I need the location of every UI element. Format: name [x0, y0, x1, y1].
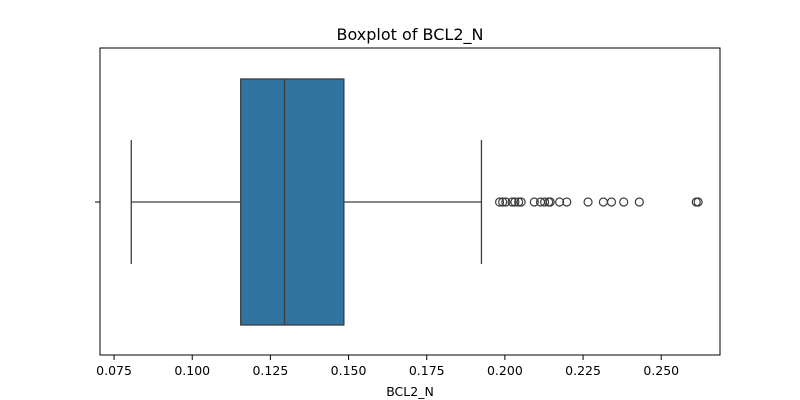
- outlier-point: [498, 197, 508, 207]
- outlier-point: [562, 197, 572, 207]
- x-tick-label: 0.150: [331, 363, 367, 378]
- outlier-point: [583, 197, 593, 207]
- outlier-point: [634, 197, 644, 207]
- outlier-point: [510, 197, 520, 207]
- x-tick-label: 0.100: [174, 363, 210, 378]
- outlier-point: [529, 197, 539, 207]
- x-tick-label: 0.075: [96, 363, 132, 378]
- x-tick-label: 0.125: [252, 363, 288, 378]
- x-tick-label: 0.200: [487, 363, 523, 378]
- x-tick-label: 0.175: [409, 363, 445, 378]
- iqr-box: [240, 78, 345, 326]
- outlier-point: [539, 197, 550, 207]
- plot-area: [130, 78, 703, 326]
- outlier-point: [545, 197, 555, 207]
- outlier-point: [691, 197, 701, 207]
- outlier-point: [501, 197, 511, 207]
- outlier-point: [619, 197, 629, 207]
- outlier-point: [606, 197, 617, 207]
- x-axis-label: BCL2_N: [386, 384, 434, 399]
- outlier-point: [693, 197, 703, 207]
- outlier-point: [494, 197, 505, 207]
- x-tick-label: 0.250: [643, 363, 679, 378]
- chart-title: Boxplot of BCL2_N: [337, 25, 484, 45]
- outlier-point: [507, 197, 517, 207]
- outlier-point: [514, 197, 524, 207]
- outlier-point: [555, 197, 565, 207]
- x-tick-label: 0.225: [565, 363, 601, 378]
- x-axis: 0.075 0.100 0.125 0.150 0.175 0.200 0.225 0.250: [96, 355, 679, 378]
- outlier-point: [516, 197, 526, 207]
- outlier-point: [598, 197, 608, 207]
